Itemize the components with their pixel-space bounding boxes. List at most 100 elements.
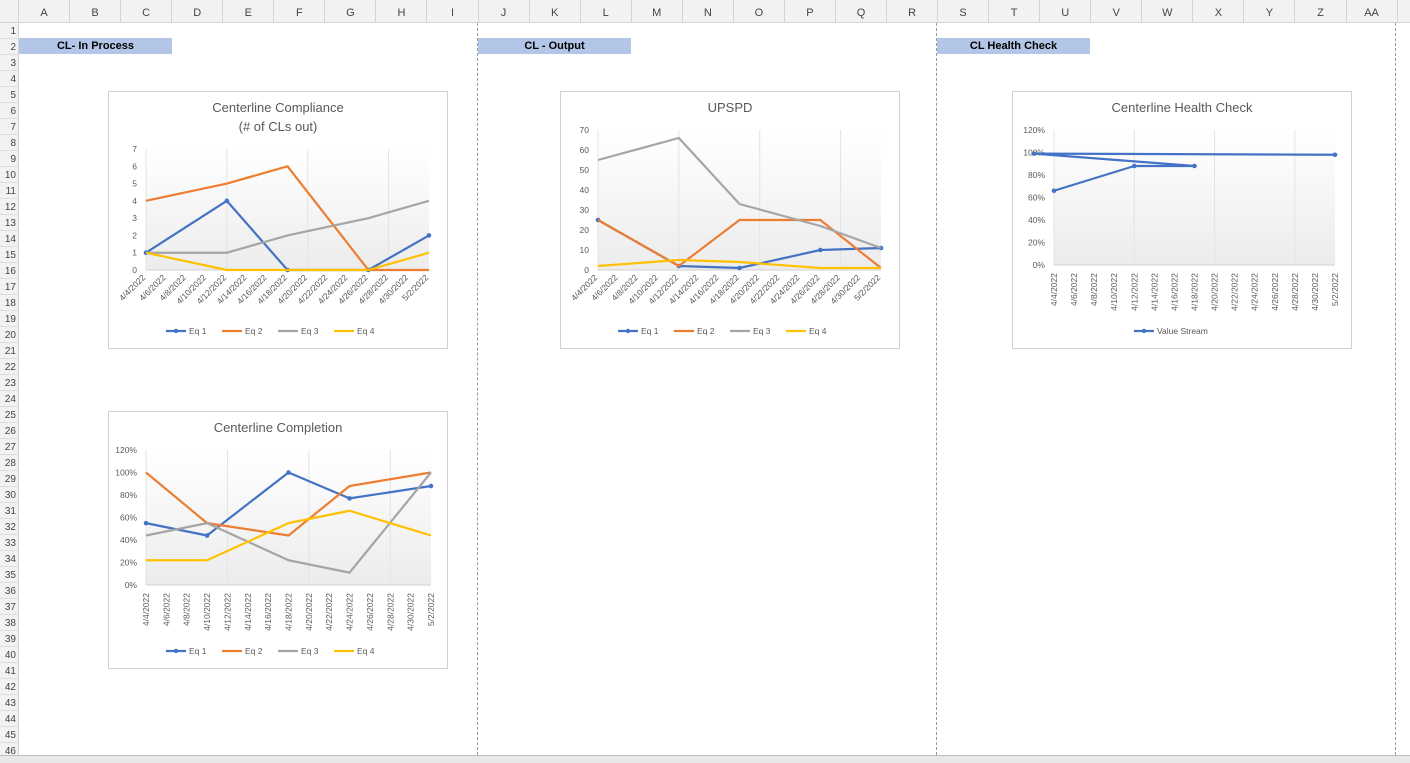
row-header-34[interactable]: 34	[0, 551, 18, 567]
column-header-d[interactable]: D	[172, 0, 224, 22]
row-header-29[interactable]: 29	[0, 471, 18, 487]
row-header-7[interactable]: 7	[0, 119, 18, 135]
x-tick-label: 4/18/2022	[284, 593, 294, 631]
page-break-line	[1395, 23, 1396, 755]
column-header-t[interactable]: T	[989, 0, 1041, 22]
completion-chart[interactable]: Centerline Completion 0% 20% 40% 60% 80% 100% 1…	[108, 411, 448, 669]
x-tick-label: 4/6/2022	[161, 593, 171, 626]
column-header-v[interactable]: V	[1091, 0, 1143, 22]
row-header-42[interactable]: 42	[0, 679, 18, 695]
row-header-36[interactable]: 36	[0, 583, 18, 599]
row-header-12[interactable]: 12	[0, 199, 18, 215]
legend-item: Eq 3	[278, 646, 319, 656]
row-header-44[interactable]: 44	[0, 711, 18, 727]
row-header-35[interactable]: 35	[0, 567, 18, 583]
column-header-r[interactable]: R	[887, 0, 939, 22]
section-label-health-check[interactable]: CL Health Check	[937, 38, 1090, 54]
x-tick-label: 4/22/2022	[324, 593, 334, 631]
legend-marker	[173, 328, 179, 334]
column-header-n[interactable]: N	[683, 0, 734, 22]
row-header-39[interactable]: 39	[0, 631, 18, 647]
health-check-chart[interactable]: Centerline Health Check0%20%40%60%80%100…	[1012, 91, 1352, 349]
column-header-u[interactable]: U	[1040, 0, 1092, 22]
row-header-22[interactable]: 22	[0, 359, 18, 375]
series-line	[597, 218, 882, 269]
row-header-4[interactable]: 4	[0, 71, 18, 87]
column-header-q[interactable]: Q	[836, 0, 887, 22]
select-all-corner[interactable]	[0, 0, 19, 22]
section-label-output[interactable]: CL - Output	[478, 38, 631, 54]
legend-item: Eq 2	[222, 646, 263, 656]
column-header-z[interactable]: Z	[1296, 0, 1347, 22]
column-header-o[interactable]: O	[734, 0, 785, 22]
section-label-in-process[interactable]: CL- In Process	[19, 38, 172, 54]
row-header-25[interactable]: 25	[0, 407, 18, 423]
row-header-33[interactable]: 33	[0, 535, 18, 551]
column-header-l[interactable]: L	[581, 0, 632, 22]
row-header-27[interactable]: 27	[0, 439, 18, 455]
row-header-5[interactable]: 5	[0, 87, 18, 103]
column-header-h[interactable]: H	[376, 0, 428, 22]
row-header-2[interactable]: 2	[0, 39, 18, 55]
legend-label: Eq 2	[245, 326, 263, 336]
row-header-20[interactable]: 20	[0, 327, 18, 343]
row-header-3[interactable]: 3	[0, 55, 18, 71]
row-header-8[interactable]: 8	[0, 135, 18, 151]
row-header-30[interactable]: 30	[0, 487, 18, 503]
column-header-e[interactable]: E	[223, 0, 275, 22]
sheet-tabs-bar[interactable]	[0, 755, 1410, 763]
column-header-a[interactable]: A	[19, 0, 71, 22]
column-header-f[interactable]: F	[274, 0, 326, 22]
column-header-s[interactable]: S	[938, 0, 990, 22]
column-header-y[interactable]: Y	[1244, 0, 1296, 22]
legend-label: Eq 3	[301, 646, 319, 656]
series-line	[145, 251, 430, 272]
column-header-g[interactable]: G	[325, 0, 377, 22]
column-header-b[interactable]: B	[70, 0, 122, 22]
row-header-16[interactable]: 16	[0, 263, 18, 279]
row-header-18[interactable]: 18	[0, 295, 18, 311]
row-header-37[interactable]: 37	[0, 599, 18, 615]
column-header-p[interactable]: P	[785, 0, 836, 22]
column-header-x[interactable]: X	[1193, 0, 1245, 22]
row-header-45[interactable]: 45	[0, 727, 18, 743]
chart-svg: UPSPD0102030405060704/4/20224/6/20224/8/…	[569, 100, 884, 336]
row-header-11[interactable]: 11	[0, 183, 18, 199]
column-header-c[interactable]: C	[121, 0, 173, 22]
y-tick-label: 60	[580, 145, 590, 155]
column-header-j[interactable]: J	[479, 0, 530, 22]
row-header-9[interactable]: 9	[0, 151, 18, 167]
compliance-chart[interactable]: Centerline Compliance (# of CLs out) 0 1 2 3 4…	[108, 91, 448, 349]
upspd-chart[interactable]: UPSPD 0 10 20 30 40 50 60 70 4/4/2022 4/6/2022 4/8/…	[560, 91, 900, 349]
row-header-15[interactable]: 15	[0, 247, 18, 263]
column-header-w[interactable]: W	[1142, 0, 1194, 22]
row-header-23[interactable]: 23	[0, 375, 18, 391]
x-tick-label: 4/24/2022	[345, 593, 355, 631]
row-header-1[interactable]: 1	[0, 23, 18, 39]
row-header-17[interactable]: 17	[0, 279, 18, 295]
row-header-28[interactable]: 28	[0, 455, 18, 471]
row-header-14[interactable]: 14	[0, 231, 18, 247]
row-header-38[interactable]: 38	[0, 615, 18, 631]
y-tick-label: 4	[132, 196, 137, 206]
row-header-10[interactable]: 10	[0, 167, 18, 183]
column-header-k[interactable]: K	[530, 0, 581, 22]
row-header-19[interactable]: 19	[0, 311, 18, 327]
legend-label: Eq 3	[301, 326, 319, 336]
row-header-21[interactable]: 21	[0, 343, 18, 359]
row-header-31[interactable]: 31	[0, 503, 18, 519]
row-header-13[interactable]: 13	[0, 215, 18, 231]
column-header-i[interactable]: I	[427, 0, 479, 22]
row-header-46[interactable]: 46	[0, 743, 18, 755]
column-header-aa[interactable]: AA	[1347, 0, 1398, 22]
row-header-40[interactable]: 40	[0, 647, 18, 663]
y-tick-label: 40	[580, 185, 590, 195]
row-header-6[interactable]: 6	[0, 103, 18, 119]
row-header-26[interactable]: 26	[0, 423, 18, 439]
row-header-24[interactable]: 24	[0, 391, 18, 407]
row-header-43[interactable]: 43	[0, 695, 18, 711]
y-tick-label: 5	[132, 179, 137, 189]
row-header-32[interactable]: 32	[0, 519, 18, 535]
row-header-41[interactable]: 41	[0, 663, 18, 679]
column-header-m[interactable]: M	[632, 0, 683, 22]
